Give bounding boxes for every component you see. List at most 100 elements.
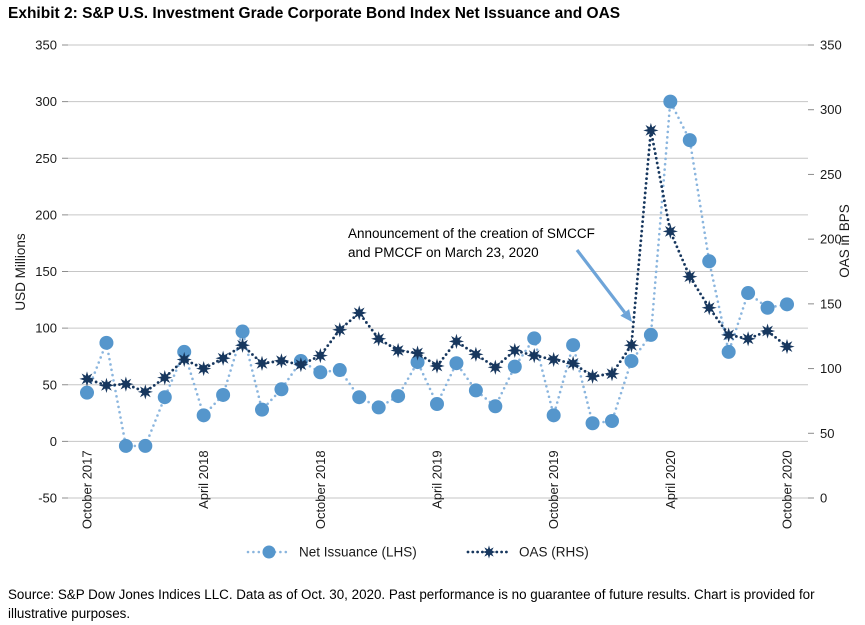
right-axis-tick-label: 250	[820, 167, 842, 182]
oas-point	[759, 323, 776, 339]
oas-point	[371, 331, 387, 347]
oas-point	[662, 223, 678, 239]
net-issuance-point	[235, 324, 250, 339]
oas-point	[429, 358, 445, 374]
net-issuance-point	[643, 327, 658, 342]
oas-point	[137, 384, 153, 400]
oas-point	[351, 305, 367, 321]
right-axis-tick-label: 150	[820, 296, 842, 311]
oas-series	[79, 122, 795, 400]
oas-point	[254, 355, 270, 371]
right-axis-title: OAS in BPS	[837, 204, 852, 278]
net-issuance-point	[663, 94, 678, 109]
oas-point	[234, 337, 251, 353]
x-axis-tick-label: April 2018	[196, 450, 211, 509]
annotation-arrowhead-icon	[620, 309, 632, 322]
net-issuance-point	[410, 355, 425, 370]
net-issuance-point	[255, 402, 269, 417]
oas-point	[623, 337, 640, 353]
right-axis-tick-label: 100	[820, 361, 842, 376]
x-axis-tick-label: April 2019	[430, 450, 445, 509]
left-axis-tick-label: 350	[35, 38, 57, 53]
oas-point	[215, 350, 231, 366]
x-axis-tick-label: October 2020	[780, 450, 795, 529]
legend-oas-marker-icon	[482, 545, 496, 559]
net-issuance-point	[546, 408, 561, 423]
oas-point	[565, 355, 581, 371]
left-axis-tick-label: 200	[35, 207, 57, 222]
oas-point	[682, 269, 698, 285]
net-issuance-point	[99, 335, 114, 350]
oas-point	[584, 368, 601, 384]
left-axis-tick-label: 50	[43, 377, 57, 392]
left-axis-tick-label: 250	[35, 151, 57, 166]
oas-point	[176, 351, 192, 368]
oas-point	[390, 342, 406, 359]
net-issuance-point	[80, 385, 94, 400]
oas-point	[409, 345, 426, 361]
source-note: Source: S&P Dow Jones Indices LLC. Data …	[8, 587, 815, 622]
net-issuance-point	[468, 383, 483, 398]
left-axis-tick-label: 0	[50, 434, 57, 449]
annotation: Announcement of the creation of SMCCF and…	[348, 226, 632, 322]
oas-point	[332, 322, 348, 338]
net-issuance-point	[682, 133, 697, 148]
legend-oas-label: OAS (RHS)	[519, 545, 589, 560]
oas-point	[312, 348, 328, 364]
net-issuance-point	[780, 297, 794, 312]
right-axis-tick-label: 300	[820, 102, 842, 117]
oas-point	[604, 366, 620, 382]
net-issuance-series	[80, 94, 794, 453]
left-axis-tick-label: 150	[35, 264, 57, 279]
left-axis-tick-label: 100	[35, 321, 57, 336]
right-axis-tick-label: 200	[820, 232, 842, 247]
oas-point	[196, 360, 212, 377]
x-axis-tick-label: October 2018	[313, 450, 328, 529]
oas-point	[448, 333, 465, 349]
oas-point	[79, 371, 95, 387]
gridlines	[62, 44, 814, 499]
net-issuance-point	[138, 438, 153, 453]
left-axis-tick-label: -50	[38, 491, 57, 506]
oas-point	[721, 327, 737, 343]
net-issuance-point	[449, 356, 464, 371]
x-axis-tick-label: October 2019	[546, 450, 561, 529]
oas-point	[701, 300, 717, 316]
legend: Net Issuance (LHS) OAS (RHS)	[246, 545, 589, 560]
legend-net-issuance-label: Net Issuance (LHS)	[299, 545, 417, 560]
chart-title: Exhibit 2: S&P U.S. Investment Grade Cor…	[8, 5, 621, 22]
net-issuance-point	[741, 286, 756, 301]
oas-point	[293, 357, 309, 373]
oas-point	[98, 377, 115, 393]
net-issuance-point	[430, 397, 444, 412]
net-issuance-point	[721, 344, 736, 359]
net-issuance-point	[332, 363, 347, 378]
annotation-arrow-shaft	[575, 249, 626, 314]
net-issuance-point	[605, 413, 619, 428]
net-issuance-point	[527, 331, 542, 346]
net-issuance-point	[352, 390, 367, 405]
net-issuance-point	[624, 353, 639, 368]
left-axis-tick-label: 300	[35, 94, 57, 109]
net-issuance-point	[196, 408, 211, 423]
oas-point	[507, 342, 523, 359]
legend-net-issuance-marker-icon	[262, 545, 276, 559]
oas-point	[526, 348, 542, 364]
axis-labels: 350 300 250 200 150 100 50 0 -50 350 300 250 200 150 1…	[13, 38, 852, 530]
net-issuance-point	[488, 399, 503, 414]
x-axis-tick-label: April 2020	[663, 450, 678, 509]
oas-point	[273, 353, 290, 369]
net-issuance-point	[216, 387, 231, 402]
annotation-text-line: Announcement of the creation of SMCCF	[348, 226, 595, 241]
net-issuance-point	[118, 438, 133, 453]
right-axis-tick-label: 50	[820, 426, 834, 441]
net-issuance-point	[274, 382, 289, 397]
oas-point	[740, 331, 756, 347]
oas-point	[157, 370, 173, 386]
net-issuance-point	[391, 389, 406, 404]
right-axis-tick-label: 350	[820, 38, 842, 53]
right-axis-tick-label: 0	[820, 491, 827, 506]
net-issuance-point	[585, 416, 600, 431]
net-issuance-point	[702, 254, 717, 269]
